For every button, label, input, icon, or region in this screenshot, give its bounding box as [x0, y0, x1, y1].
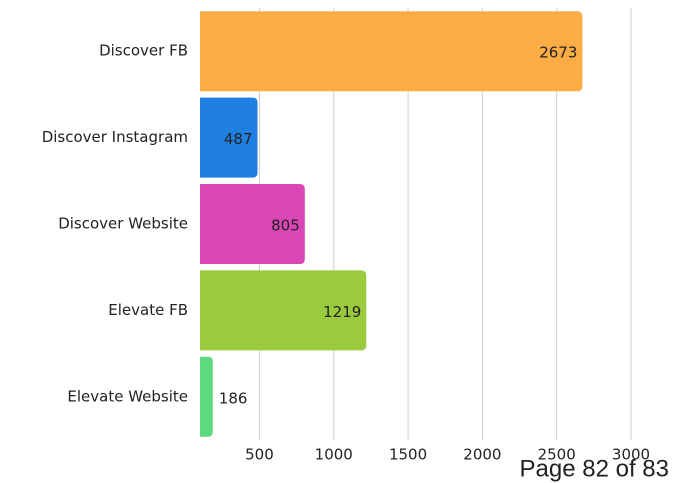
x-tick-label: 500	[245, 446, 274, 464]
y-tick-label: Discover Website	[58, 215, 188, 233]
x-tick-label: 3000	[612, 446, 650, 464]
x-tick-label: 2000	[463, 446, 501, 464]
data-label: 1219	[323, 303, 361, 321]
bar	[200, 184, 305, 264]
x-tick-label: 2500	[538, 446, 576, 464]
x-tick-label: 1000	[315, 446, 353, 464]
page-footer: Page 82 of 83	[520, 455, 669, 482]
bar	[200, 270, 367, 351]
y-tick-label: Discover FB	[99, 42, 188, 60]
data-label: 805	[271, 217, 300, 235]
bar	[200, 11, 583, 92]
bar	[200, 356, 213, 437]
y-tick-label: Elevate Website	[67, 387, 188, 405]
y-tick-label: Elevate FB	[108, 301, 188, 319]
y-tick-label: Discover Instagram	[42, 128, 188, 146]
bar	[200, 97, 258, 178]
data-label: 487	[224, 130, 253, 148]
data-label: 2673	[539, 44, 577, 62]
data-label: 186	[219, 389, 248, 407]
x-tick-label: 1500	[389, 446, 427, 464]
